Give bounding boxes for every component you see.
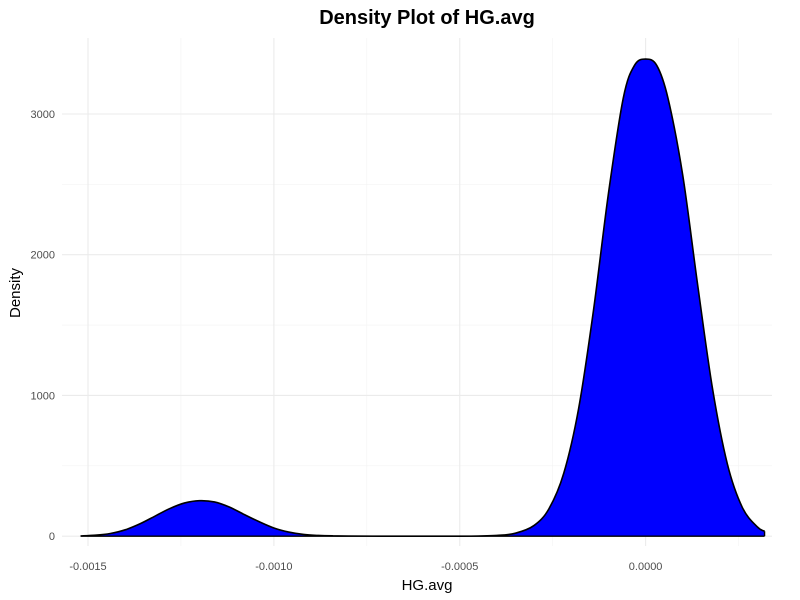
y-tick-label: 2000 [31, 250, 55, 262]
chart-title: Density Plot of HG.avg [319, 7, 535, 29]
density-layer [80, 58, 766, 537]
y-tick-label: 0 [49, 531, 55, 543]
x-tick-label: 0.0000 [629, 561, 663, 573]
x-tick-label: -0.0010 [255, 561, 292, 573]
y-tick-label: 1000 [31, 390, 55, 402]
x-tick-label: -0.0005 [441, 561, 478, 573]
x-tick-label: -0.0015 [69, 561, 106, 573]
y-tick-label: 3000 [31, 109, 55, 121]
density-area [80, 59, 765, 537]
y-axis-label: Density [7, 267, 24, 318]
tick-layer: -0.0015 -0.0010 -0.0005 0.0000 0 1000 2000 3000 [31, 109, 663, 573]
x-axis-label: HG.avg [402, 577, 453, 594]
